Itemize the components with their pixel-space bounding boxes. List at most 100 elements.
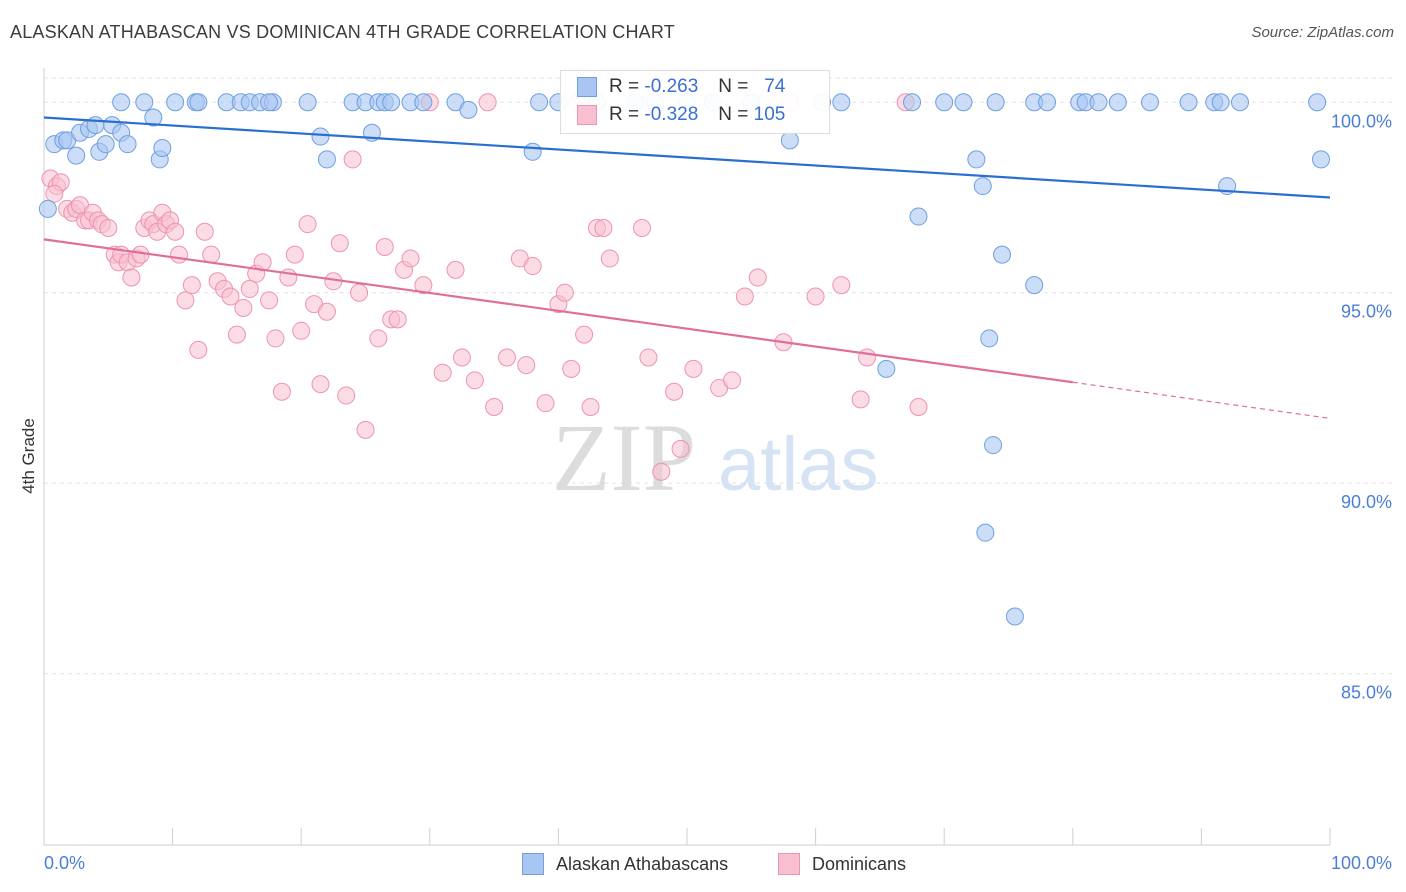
alaskan-athabascan-point xyxy=(993,245,1012,264)
dominican-point xyxy=(202,245,221,264)
stats-row-alaskan: R = -0.263 N = 74 xyxy=(577,74,785,100)
dominican-point xyxy=(446,260,465,279)
alaskan-athabascans-points xyxy=(38,93,1330,626)
dominican-point xyxy=(735,287,754,306)
legend-label-dominican: Dominicans xyxy=(812,853,907,874)
legend-item-dominican[interactable]: Dominicans xyxy=(778,852,906,876)
dominican-point xyxy=(375,238,394,257)
dominican-point xyxy=(497,348,516,367)
alaskan-athabascan-point xyxy=(1211,93,1230,112)
dominican-point xyxy=(806,287,825,306)
dominican-point xyxy=(45,184,64,203)
tick-labels: 85.0% 90.0% 95.0% 100.0% 0.0% 100.0% xyxy=(43,111,1392,873)
dominican-trend-extension xyxy=(1072,381,1331,420)
alaskan-athabascan-point xyxy=(1308,93,1327,112)
dominican-point xyxy=(478,93,497,112)
alaskan-athabascan-point xyxy=(459,100,478,119)
alaskan-athabascan-point xyxy=(967,150,986,169)
dominican-point xyxy=(414,276,433,295)
dominican-point xyxy=(851,390,870,409)
n-value: 74 xyxy=(764,76,786,97)
stats-row-dominican: R = -0.328 N = 105 xyxy=(577,102,785,128)
alaskan-athabascan-point xyxy=(523,142,542,161)
alaskan-athabascan-point xyxy=(832,93,851,112)
dominican-point xyxy=(723,371,742,390)
dominican-point xyxy=(536,394,555,413)
alaskan-athabascan-point xyxy=(1038,93,1057,112)
alaskan-athabascan-point xyxy=(1230,93,1249,112)
alaskan-athabascan-point xyxy=(984,436,1003,455)
alaskan-athabascan-point xyxy=(311,127,330,146)
alaskan-athabascan-point xyxy=(1005,607,1024,626)
grid-lines xyxy=(44,77,1395,675)
dominican-point xyxy=(639,348,658,367)
watermark-zip: ZIP xyxy=(552,404,696,511)
alaskan-athabascan-point xyxy=(118,135,137,154)
alaskan-legend-swatch xyxy=(522,853,544,875)
dominican-point xyxy=(581,397,600,416)
r-value: -0.263 xyxy=(644,76,699,97)
dominican-point xyxy=(652,462,671,481)
alaskan-athabascan-point xyxy=(1025,276,1044,295)
dominican-point xyxy=(632,218,651,237)
dominican-point xyxy=(311,375,330,394)
n-label: N = xyxy=(718,104,749,125)
dominican-point xyxy=(330,234,349,253)
alaskan-athabascan-point xyxy=(298,93,317,112)
dominican-trend-line xyxy=(43,238,1073,384)
dominican-point xyxy=(195,222,214,241)
source-credit: Source: ZipAtlas.com xyxy=(1251,24,1394,41)
dominican-point xyxy=(452,348,471,367)
dominican-point xyxy=(99,218,118,237)
r-label: R = xyxy=(609,104,640,125)
alaskan-athabascan-point xyxy=(780,131,799,150)
alaskan-athabascan-point xyxy=(96,135,115,154)
watermark-atlas: atlas xyxy=(718,422,879,507)
dominican-point xyxy=(189,340,208,359)
dominican-point xyxy=(170,245,189,264)
dominican-point xyxy=(433,363,452,382)
trend-lines xyxy=(43,116,1331,420)
alaskan-athabascan-point xyxy=(973,177,992,196)
dominican-point xyxy=(575,325,594,344)
alaskan-athabascan-point xyxy=(909,207,928,226)
dominican-point xyxy=(401,249,420,268)
alaskan-athabascan-point xyxy=(112,93,131,112)
dominican-point xyxy=(356,420,375,439)
alaskan-athabascan-point xyxy=(954,93,973,112)
y-tick-label: 90.0% xyxy=(1341,492,1392,512)
n-value: 105 xyxy=(753,104,786,125)
dominican-point xyxy=(234,298,253,317)
dominican-legend-swatch xyxy=(778,853,800,875)
dominican-swatch xyxy=(577,105,597,125)
legend-item-alaskan[interactable]: Alaskan Athabascans xyxy=(522,852,728,876)
y-axis-title: 4th Grade xyxy=(19,418,38,494)
dominican-point xyxy=(182,276,201,295)
y-tick-label: 85.0% xyxy=(1341,683,1392,703)
dominican-point xyxy=(369,329,388,348)
dominican-point xyxy=(600,249,619,268)
dominican-point xyxy=(562,359,581,378)
alaskan-athabascan-point xyxy=(166,93,185,112)
dominican-point xyxy=(517,356,536,375)
dominican-point xyxy=(227,325,246,344)
r-value: -0.328 xyxy=(644,104,699,125)
alaskan-athabascan-point xyxy=(414,93,433,112)
alaskan-athabascan-point xyxy=(935,93,954,112)
chart-title: ALASKAN ATHABASCAN VS DOMINICAN 4TH GRAD… xyxy=(10,22,675,42)
dominican-point xyxy=(388,310,407,329)
dominican-point xyxy=(266,329,285,348)
alaskan-trend-line xyxy=(43,116,1331,199)
alaskan-athabascan-point xyxy=(382,93,401,112)
alaskan-athabascan-point xyxy=(38,199,57,218)
dominican-point xyxy=(523,257,542,276)
dominican-point xyxy=(221,287,240,306)
dominican-point xyxy=(240,279,259,298)
alaskan-athabascan-point xyxy=(67,146,86,165)
alaskan-athabascan-point xyxy=(189,93,208,112)
dominican-point xyxy=(465,371,484,390)
dominican-point xyxy=(909,397,928,416)
dominican-point xyxy=(832,276,851,295)
x-tick-label-max: 100.0% xyxy=(1331,853,1392,873)
